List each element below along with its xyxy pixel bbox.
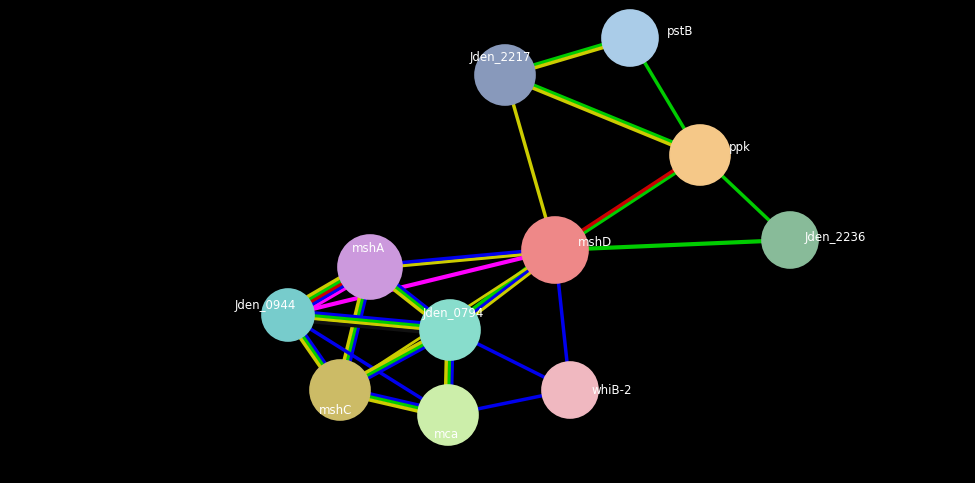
Text: Jden_0794: Jden_0794	[422, 307, 484, 319]
Text: Jden_2217: Jden_2217	[469, 52, 530, 65]
Circle shape	[262, 289, 314, 341]
Text: pstB: pstB	[667, 26, 693, 39]
Text: mshD: mshD	[578, 237, 612, 250]
Circle shape	[542, 362, 598, 418]
Text: mshC: mshC	[320, 403, 353, 416]
Text: Jden_2236: Jden_2236	[804, 231, 866, 244]
Text: ppk: ppk	[729, 142, 751, 155]
Circle shape	[338, 235, 402, 299]
Circle shape	[420, 300, 480, 360]
Circle shape	[762, 212, 818, 268]
Circle shape	[418, 385, 478, 445]
Circle shape	[602, 10, 658, 66]
Text: mca: mca	[434, 428, 458, 441]
Text: Jden_0944: Jden_0944	[234, 298, 295, 312]
Text: whiB-2: whiB-2	[592, 384, 632, 397]
Circle shape	[670, 125, 730, 185]
Circle shape	[310, 360, 370, 420]
Text: mshA: mshA	[351, 242, 384, 255]
Circle shape	[522, 217, 588, 283]
Circle shape	[475, 45, 535, 105]
